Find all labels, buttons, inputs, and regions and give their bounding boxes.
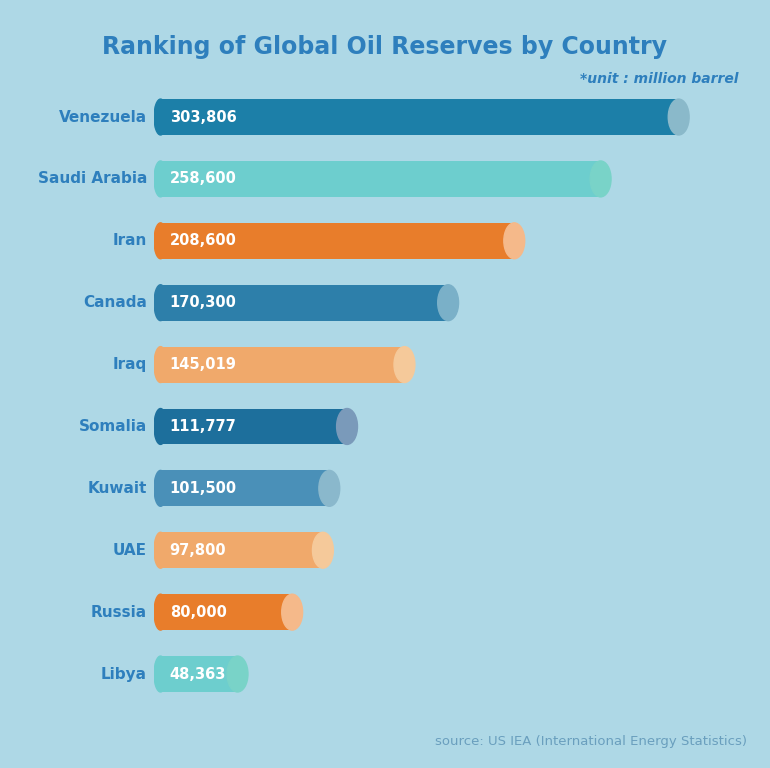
Text: Kuwait: Kuwait [88,481,147,496]
Ellipse shape [668,99,689,135]
Ellipse shape [154,409,167,445]
Bar [160,532,323,568]
Text: Ranking of Global Oil Reserves by Country: Ranking of Global Oil Reserves by Countr… [102,35,668,58]
Text: 48,363: 48,363 [169,667,226,681]
Ellipse shape [154,656,167,692]
Text: 111,777: 111,777 [169,419,236,434]
Ellipse shape [154,99,167,135]
Text: 97,800: 97,800 [169,543,226,558]
Bar [160,223,514,259]
Ellipse shape [313,532,333,568]
Bar [160,594,292,630]
Ellipse shape [282,594,303,630]
Ellipse shape [154,161,167,197]
Ellipse shape [154,594,167,630]
Text: source: US IEA (International Energy Statistics): source: US IEA (International Energy Sta… [435,735,747,748]
Ellipse shape [154,285,167,320]
Text: 101,500: 101,500 [169,481,236,496]
Ellipse shape [154,223,167,259]
Text: 80,000: 80,000 [169,604,226,620]
Bar [160,346,404,382]
Bar [160,99,678,135]
Bar [160,409,347,445]
Text: Iran: Iran [112,233,147,248]
Ellipse shape [336,409,357,445]
Text: Canada: Canada [83,295,147,310]
Text: 258,600: 258,600 [169,171,236,187]
Ellipse shape [154,532,167,568]
Ellipse shape [154,471,167,506]
Ellipse shape [227,656,248,692]
Bar [160,161,601,197]
Text: Saudi Arabia: Saudi Arabia [38,171,147,187]
Ellipse shape [154,346,167,382]
Text: 303,806: 303,806 [169,110,236,124]
Ellipse shape [504,223,524,259]
Ellipse shape [437,285,459,320]
Text: Iraq: Iraq [113,357,147,372]
Text: 170,300: 170,300 [169,295,236,310]
Ellipse shape [394,346,415,382]
Bar [160,656,237,692]
Ellipse shape [590,161,611,197]
Text: UAE: UAE [113,543,147,558]
Text: Venezuela: Venezuela [59,110,147,124]
Text: Somalia: Somalia [79,419,147,434]
Text: *unit : million barrel: *unit : million barrel [580,72,738,87]
Text: Russia: Russia [91,604,147,620]
Bar [160,285,448,320]
Text: Libya: Libya [101,667,147,681]
Text: 208,600: 208,600 [169,233,236,248]
Bar [160,471,330,506]
Ellipse shape [319,471,340,506]
Text: 145,019: 145,019 [169,357,236,372]
